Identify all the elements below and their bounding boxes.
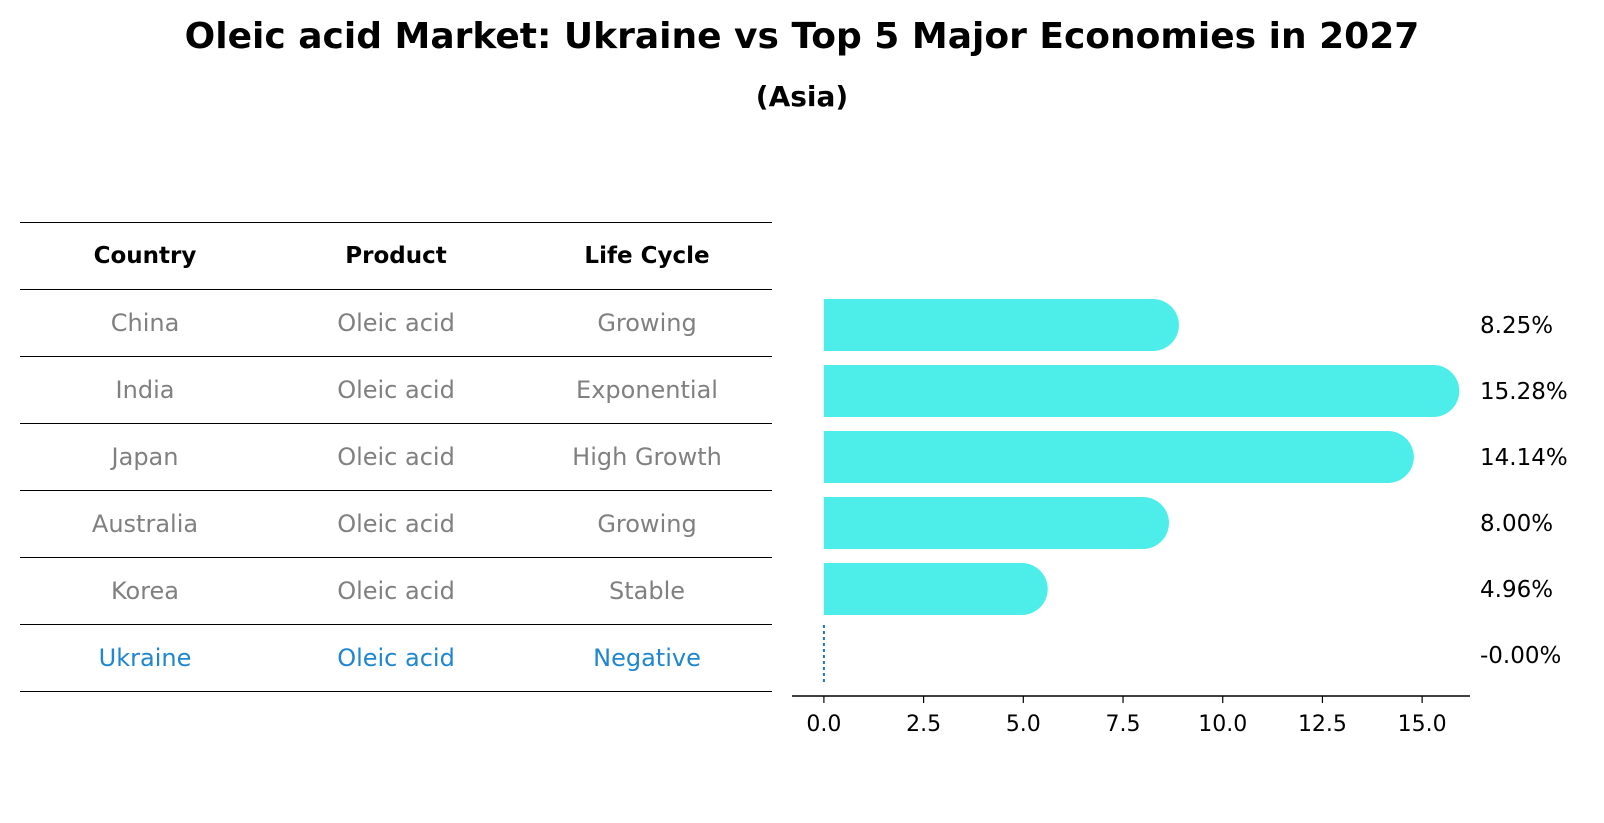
table-row: Australia Oleic acid Growing: [20, 491, 772, 558]
x-axis-tick-label: 15.0: [1398, 712, 1447, 737]
life-cycle-cell: Stable: [608, 577, 686, 605]
life-cycle-cell: Negative: [593, 644, 701, 672]
bar: [823, 431, 1414, 483]
country-cell: Korea: [110, 577, 180, 605]
bar: [823, 299, 1179, 351]
x-axis-tick-label: 0.0: [806, 712, 841, 737]
x-axis-tick-label: 7.5: [1106, 712, 1141, 737]
life-cycle-cell: Exponential: [576, 376, 718, 404]
product-cell: Oleic acid: [337, 443, 455, 471]
x-axis-tick-label: 12.5: [1298, 712, 1347, 737]
table-header-row: Country Product Life Cycle: [20, 223, 772, 290]
bar: [823, 497, 1169, 549]
table-row-highlight: Ukraine Oleic acid Negative: [20, 625, 772, 692]
table-row: India Oleic acid Exponential: [20, 357, 772, 424]
bar: [823, 365, 1460, 417]
header-product: Product: [345, 243, 447, 269]
life-cycle-cell: Growing: [597, 510, 697, 538]
bar-value-label: 8.25%: [1480, 313, 1553, 339]
chart-title: Oleic acid Market: Ukraine vs Top 5 Majo…: [184, 16, 1420, 57]
product-cell: Oleic acid: [337, 510, 455, 538]
life-cycle-cell: High Growth: [572, 443, 722, 471]
table-row: Korea Oleic acid Stable: [20, 558, 772, 625]
country-cell: Australia: [91, 510, 199, 538]
country-cell: Japan: [111, 443, 179, 471]
product-cell: Oleic acid: [337, 309, 455, 337]
country-cell: Ukraine: [98, 644, 192, 672]
header-life-cycle: Life Cycle: [584, 243, 710, 269]
bar-value-label: 8.00%: [1480, 511, 1553, 537]
bar-value-label: 4.96%: [1480, 577, 1553, 603]
table-row: Japan Oleic acid High Growth: [20, 424, 772, 491]
bar-value-label: -0.00%: [1480, 643, 1561, 669]
country-cell: India: [115, 376, 175, 404]
bar: [823, 563, 1048, 615]
product-cell: Oleic acid: [337, 376, 455, 404]
life-cycle-cell: Growing: [597, 309, 697, 337]
header-country: Country: [93, 243, 197, 269]
x-axis-tick-label: 5.0: [1006, 712, 1041, 737]
country-cell: China: [110, 309, 180, 337]
table-row: China Oleic acid Growing: [20, 290, 772, 357]
product-cell: Oleic acid: [337, 644, 455, 672]
bar-value-label: 15.28%: [1480, 379, 1568, 405]
country-table: Country Product Life Cycle China Oleic a…: [20, 222, 772, 692]
chart-subtitle: (Asia): [755, 80, 849, 113]
bar-value-label: 14.14%: [1480, 445, 1568, 471]
product-cell: Oleic acid: [337, 577, 455, 605]
x-axis-tick-label: 10.0: [1198, 712, 1247, 737]
x-axis-tick-label: 2.5: [906, 712, 941, 737]
